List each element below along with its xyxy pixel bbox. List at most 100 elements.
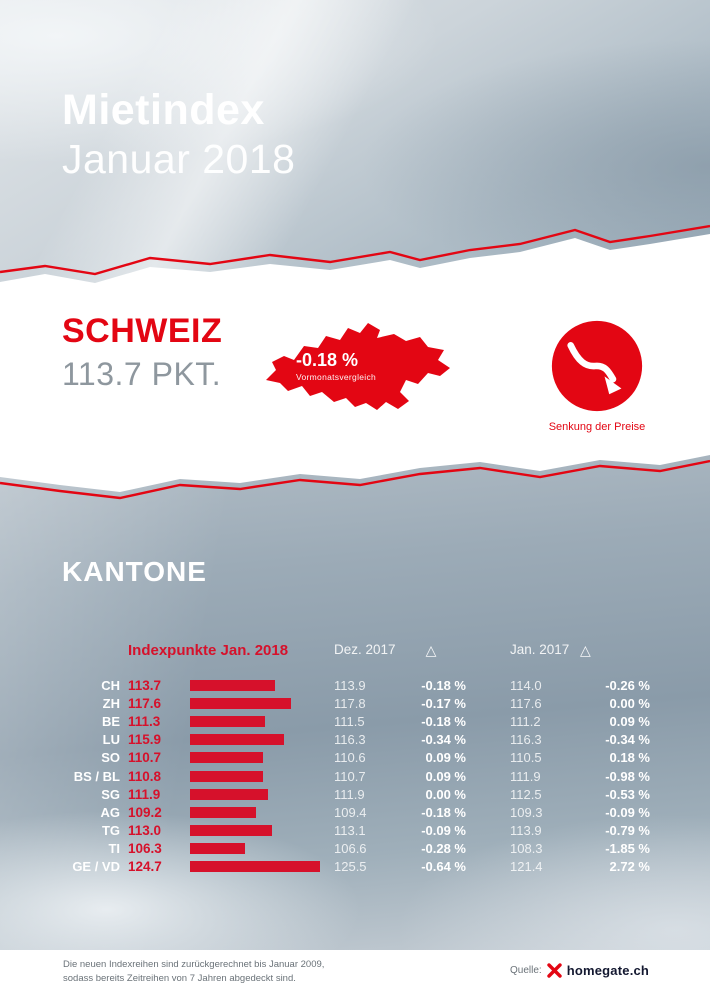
delta-dez-2017: 0.09 %: [425, 768, 466, 784]
canton-label: ZH: [102, 695, 120, 711]
canton-label: BE: [101, 713, 120, 729]
kantone-banner: [0, 445, 710, 950]
poster-subtitle: Januar 2018: [62, 136, 296, 182]
bar-cell: [186, 806, 334, 818]
delta-icon-jan: △: [580, 642, 591, 658]
value-dez-2017: 109.4: [334, 804, 367, 820]
delta-dez-2017: 0.00 %: [425, 786, 466, 802]
table-row: TI 106.3 106.6 -0.28 % 108.3 -1.85 %: [0, 840, 710, 858]
source: Quelle: homegate.ch: [510, 963, 649, 978]
value-jan-2017: 113.9: [510, 823, 542, 839]
delta-dez-2017: -0.17 %: [421, 695, 466, 711]
delta-jan-2017: -1.85 %: [605, 841, 650, 857]
bar-cell: [186, 861, 334, 873]
footer: Die neuen Indexreihen sind zurückgerechn…: [0, 950, 710, 1004]
table-row: ZH 117.6 117.8 -0.17 % 117.6 0.00 %: [0, 694, 710, 712]
homegate-logo-icon: [546, 963, 562, 978]
index-bar: [190, 825, 272, 837]
bar-cell: [186, 679, 334, 691]
table-row: GE / VD 124.7 125.5 -0.64 % 121.4 2.72 %: [0, 858, 710, 876]
value-dez-2017: 110.6: [334, 750, 366, 766]
value-jan-2017: 111.2: [510, 713, 541, 729]
table-row: LU 115.9 116.3 -0.34 % 116.3 -0.34 %: [0, 731, 710, 749]
index-bar: [190, 734, 284, 746]
bar-cell: [186, 752, 334, 764]
value-dez-2017: 117.8: [334, 695, 366, 711]
value-jan-2017: 117.6: [510, 695, 542, 711]
bar-cell: [186, 825, 334, 837]
canton-label: GE / VD: [72, 859, 120, 875]
bar-cell: [186, 697, 334, 709]
index-value-jan-2018: 110.7: [128, 750, 162, 766]
map-annotation: -0.18 % Vormonatsvergleich: [296, 350, 426, 382]
col-header-dez-2017: Dez. 2017: [334, 642, 396, 657]
source-name: homegate.ch: [566, 963, 650, 978]
value-jan-2017: 110.5: [510, 750, 542, 766]
delta-dez-2017: 0.09 %: [425, 750, 466, 766]
delta-jan-2017: -0.34 %: [605, 732, 650, 748]
value-dez-2017: 113.1: [334, 823, 366, 839]
index-bar: [190, 715, 265, 727]
col-header-jan-2017: Jan. 2017: [510, 642, 570, 657]
value-dez-2017: 113.9: [334, 677, 366, 693]
table-row: BE 111.3 111.5 -0.18 % 111.2 0.09 %: [0, 712, 710, 730]
index-value-jan-2018: 115.9: [128, 732, 162, 748]
canton-label: LU: [102, 732, 120, 748]
table-row: BS / BL 110.8 110.7 0.09 % 111.9 -0.98 %: [0, 767, 710, 785]
delta-jan-2017: -0.53 %: [605, 786, 650, 802]
map-delta-value: -0.18 %: [296, 350, 359, 370]
index-bar: [190, 770, 263, 782]
kantone-table-rows: CH 113.7 113.9 -0.18 % 114.0 -0.26 % ZH …: [0, 676, 710, 876]
delta-jan-2017: 0.09 %: [609, 713, 650, 729]
delta-dez-2017: -0.18 %: [421, 713, 466, 729]
canton-label: TG: [101, 823, 120, 839]
index-bar: [190, 806, 257, 818]
value-jan-2017: 111.9: [510, 768, 541, 784]
delta-jan-2017: 0.18 %: [609, 750, 650, 766]
col-header-indexpunkte: Indexpunkte Jan. 2018: [128, 642, 289, 659]
schweiz-label: SCHWEIZ: [62, 312, 223, 350]
footnote: Die neuen Indexreihen sind zurückgerechn…: [63, 958, 324, 986]
delta-dez-2017: -0.34 %: [421, 732, 466, 748]
value-jan-2017: 108.3: [510, 841, 543, 857]
value-jan-2017: 116.3: [510, 732, 542, 748]
value-dez-2017: 125.5: [334, 859, 367, 875]
switzerland-map-icon: [266, 323, 450, 410]
delta-jan-2017: -0.98 %: [605, 768, 650, 784]
table-row: AG 109.2 109.4 -0.18 % 109.3 -0.09 %: [0, 803, 710, 821]
table-row: TG 113.0 113.1 -0.09 % 113.9 -0.79 %: [0, 822, 710, 840]
value-dez-2017: 111.5: [334, 713, 365, 729]
index-value-jan-2018: 117.6: [128, 695, 162, 711]
delta-dez-2017: -0.28 %: [421, 841, 466, 857]
kantone-table-header: Indexpunkte Jan. 2018 Dez. 2017 △ Jan. 2…: [0, 642, 710, 676]
torn-paper-edge-middle: [0, 445, 710, 500]
map-delta-caption: Vormonatsvergleich: [296, 372, 377, 382]
delta-dez-2017: -0.18 %: [421, 804, 466, 820]
canton-label: SG: [101, 786, 120, 802]
bar-cell: [186, 788, 334, 800]
footnote-line1: Die neuen Indexreihen sind zurückgerechn…: [63, 959, 325, 970]
schweiz-index-value: 113.7 PKT.: [62, 356, 222, 392]
delta-dez-2017: -0.64 %: [421, 859, 466, 875]
kantone-table: Indexpunkte Jan. 2018 Dez. 2017 △ Jan. 2…: [0, 642, 710, 876]
source-label: Quelle:: [510, 965, 542, 976]
table-row: SO 110.7 110.6 0.09 % 110.5 0.18 %: [0, 749, 710, 767]
index-bar: [190, 861, 320, 873]
bar-cell: [186, 715, 334, 727]
delta-jan-2017: 0.00 %: [609, 695, 650, 711]
value-dez-2017: 111.9: [334, 786, 365, 802]
index-bar: [190, 788, 268, 800]
index-value-jan-2018: 111.9: [128, 786, 161, 802]
value-dez-2017: 110.7: [334, 768, 366, 784]
index-bar: [190, 752, 263, 764]
poster-title: Mietindex: [62, 86, 265, 134]
value-jan-2017: 112.5: [510, 786, 542, 802]
bar-cell: [186, 770, 334, 782]
footnote-line2: sodass bereits Zeitreihen von 7 Jahren a…: [63, 972, 296, 984]
index-bar: [190, 843, 245, 855]
index-value-jan-2018: 109.2: [128, 804, 162, 820]
bar-cell: [186, 843, 334, 855]
value-jan-2017: 121.4: [510, 859, 543, 875]
value-dez-2017: 116.3: [334, 732, 366, 748]
